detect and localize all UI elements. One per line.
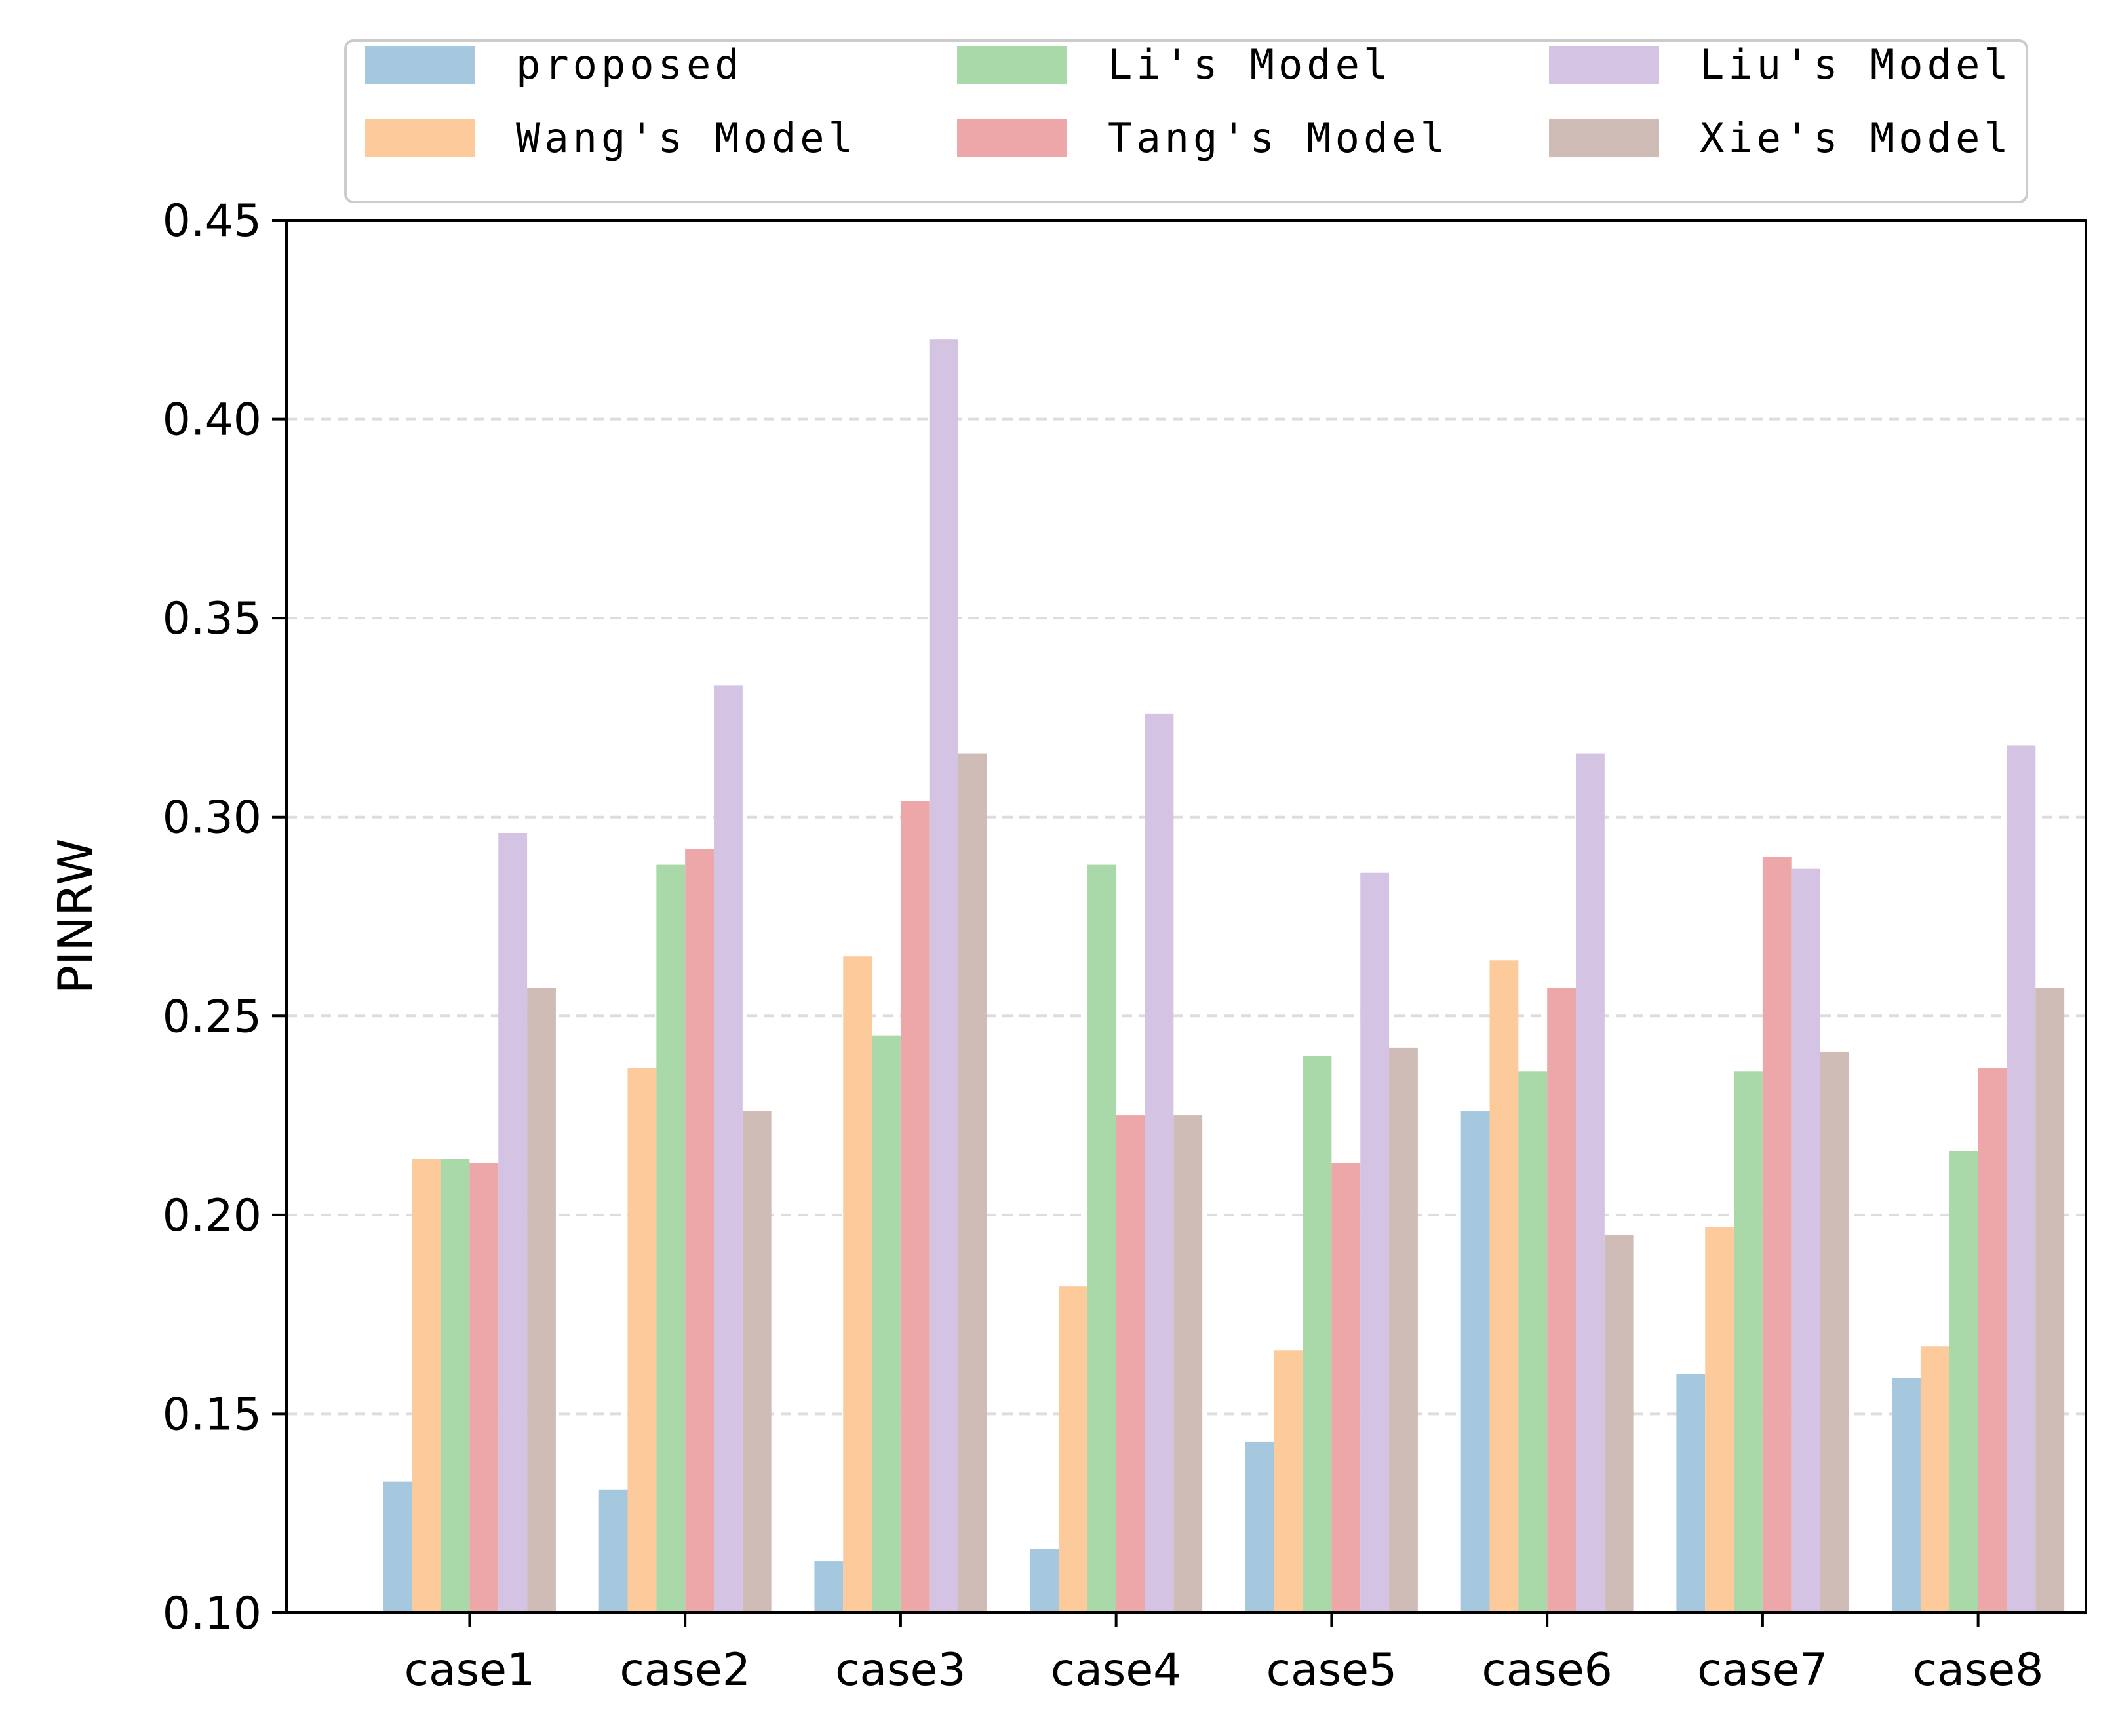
x-tick-label: case2 <box>619 1644 751 1696</box>
bar-case6-5 <box>1575 753 1605 1613</box>
bar-case4-6 <box>1173 1115 1203 1613</box>
bar-case1-6 <box>527 988 556 1613</box>
bars <box>383 339 2065 1613</box>
bar-case3-5 <box>929 339 958 1613</box>
bar-case2-4 <box>685 849 715 1613</box>
bar-case7-6 <box>1820 1051 1849 1613</box>
y-tick-label: 0.20 <box>163 1190 262 1242</box>
bar-case3-4 <box>900 801 930 1613</box>
legend-swatch <box>1549 46 1659 84</box>
bar-case3-3 <box>872 1035 901 1613</box>
y-tick-label: 0.15 <box>163 1389 262 1440</box>
bar-case5-1 <box>1245 1441 1274 1613</box>
y-tick-label: 0.45 <box>163 195 262 247</box>
x-tick-label: case5 <box>1266 1644 1398 1696</box>
plot-frame <box>285 219 2087 1614</box>
legend-label: Xie's Model <box>1700 114 2012 162</box>
bar-case7-5 <box>1791 868 1820 1613</box>
x-tick-label: case3 <box>835 1644 966 1696</box>
legend-label: proposed <box>516 41 743 88</box>
bar-case1-5 <box>498 833 528 1613</box>
y-tick-label: 0.10 <box>163 1588 262 1640</box>
legend: proposed Wang's Model Li's Model Tang's Mod… <box>344 39 2028 203</box>
legend-swatch <box>957 46 1067 84</box>
legend-swatch <box>365 46 475 84</box>
bar-case6-3 <box>1518 1071 1548 1613</box>
bar-case8-5 <box>2007 745 2036 1613</box>
bar-case1-1 <box>383 1481 412 1613</box>
bar-case4-3 <box>1087 864 1116 1613</box>
bar-case1-3 <box>441 1159 470 1613</box>
x-tick-label: case1 <box>404 1644 536 1696</box>
bar-case7-3 <box>1734 1071 1763 1613</box>
grid-lines <box>286 417 2086 1416</box>
legend-label: Li's Model <box>1108 41 1392 88</box>
bar-case7-4 <box>1762 857 1792 1613</box>
bar-case2-5 <box>714 685 743 1613</box>
x-axis: case1 case2 case3 case4 case5 case6 case7 case8 <box>404 1613 2044 1696</box>
y-tick-label: 0.40 <box>163 395 262 446</box>
legend-label: Tang's Model <box>1108 114 1449 162</box>
bar-case6-6 <box>1604 1235 1634 1613</box>
bar-case7-1 <box>1676 1374 1706 1613</box>
y-axis-label: PINRW <box>48 839 103 994</box>
bar-case3-6 <box>958 753 987 1613</box>
x-tick-label: case8 <box>1913 1644 2044 1696</box>
bar-case2-1 <box>598 1489 628 1613</box>
bar-case1-4 <box>469 1163 499 1613</box>
bar-case5-6 <box>1389 1047 1418 1613</box>
bar-case4-2 <box>1058 1286 1087 1613</box>
y-tick-label: 0.25 <box>163 991 262 1043</box>
bar-case2-2 <box>627 1068 657 1613</box>
bar-case4-5 <box>1145 713 1174 1613</box>
bar-case6-4 <box>1547 988 1576 1613</box>
bar-case8-3 <box>1949 1151 1978 1613</box>
bar-case8-4 <box>1978 1068 2007 1613</box>
bar-case2-3 <box>656 864 686 1613</box>
legend-swatch <box>1549 119 1659 157</box>
legend-swatch <box>365 119 475 157</box>
bar-case3-1 <box>814 1561 844 1613</box>
bar-case1-2 <box>412 1159 441 1613</box>
bar-case4-4 <box>1116 1115 1145 1613</box>
legend-swatch <box>957 119 1067 157</box>
bar-case8-2 <box>1920 1346 1949 1613</box>
bar-case3-2 <box>843 956 872 1613</box>
bar-case4-1 <box>1030 1549 1059 1613</box>
bar-case6-2 <box>1489 960 1519 1613</box>
bar-case5-2 <box>1274 1350 1303 1613</box>
bar-case2-6 <box>742 1111 772 1613</box>
x-tick-label: case7 <box>1697 1644 1828 1696</box>
bar-case8-6 <box>2035 988 2065 1613</box>
y-axis: 0.10 0.15 0.20 0.25 0.30 0.35 0.40 0.45 <box>163 195 286 1640</box>
bar-case5-3 <box>1303 1056 1332 1613</box>
x-tick-label: case4 <box>1051 1644 1182 1696</box>
bar-case8-1 <box>1892 1378 1921 1613</box>
legend-label: Wang's Model <box>516 114 857 162</box>
y-tick-label: 0.35 <box>163 593 262 645</box>
bar-case6-1 <box>1460 1111 1490 1613</box>
legend-label: Liu's Model <box>1700 41 2012 88</box>
bar-case5-5 <box>1360 872 1390 1613</box>
y-tick-label: 0.30 <box>163 792 262 844</box>
x-tick-label: case6 <box>1481 1644 1613 1696</box>
bar-case7-2 <box>1705 1227 1734 1613</box>
bar-case5-4 <box>1331 1163 1361 1613</box>
